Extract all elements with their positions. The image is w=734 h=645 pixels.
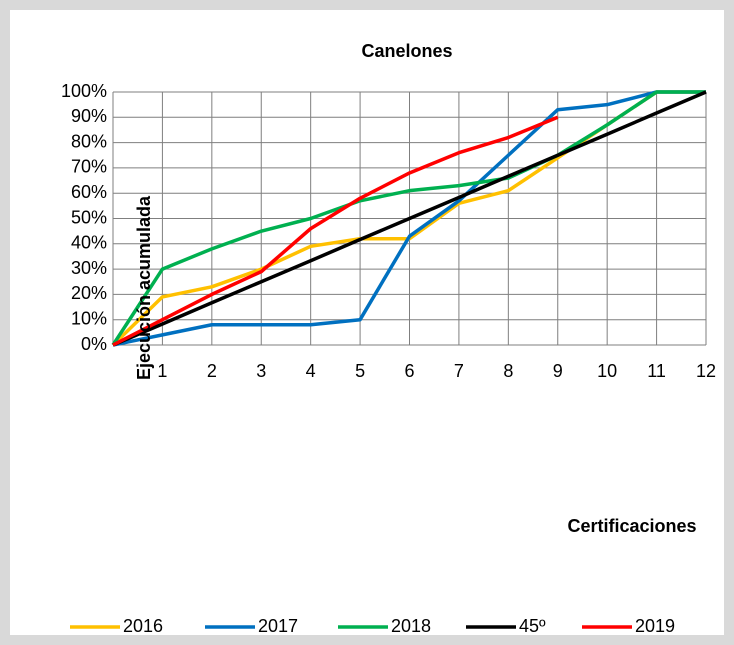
y-tick-label: 20% [71, 283, 107, 303]
y-tick-label: 40% [71, 233, 107, 253]
x-tick-label: 5 [355, 361, 365, 381]
y-tick-label: 60% [71, 182, 107, 202]
y-tick-label: 80% [71, 131, 107, 151]
series-line [112, 90, 706, 347]
x-tick-label: 4 [306, 361, 316, 381]
y-tick-label: 50% [71, 207, 107, 227]
y-tick-label: 90% [71, 106, 107, 126]
x-tick-label: 2 [207, 361, 217, 381]
legend-label: 2018 [391, 616, 431, 636]
x-tick-label: 11 [647, 361, 666, 381]
y-tick-label: 100% [61, 81, 107, 101]
series-line [112, 90, 707, 347]
y-tick-label: 10% [71, 308, 107, 328]
legend-label: 2017 [258, 616, 298, 636]
legend-label: 2019 [635, 616, 675, 636]
x-tick-label: 8 [503, 361, 513, 381]
series-line [112, 115, 559, 347]
x-axis-label: Certificaciones [567, 516, 696, 536]
x-tick-label: 9 [553, 361, 563, 381]
legend-label: 45º [519, 616, 546, 636]
legend-label: 2016 [123, 616, 163, 636]
series-line [111, 90, 706, 346]
y-tick-label: 70% [71, 157, 107, 177]
chart-title: Canelones [361, 41, 452, 61]
x-tick-label: 3 [256, 361, 266, 381]
y-tick-label: 0% [81, 334, 107, 354]
y-tick-label: 30% [71, 258, 107, 278]
plot: 0%10%20%30%40%50%60%70%80%90%100%1 2 3 4 5 6 7… [61, 81, 716, 636]
x-tick-label: 6 [404, 361, 414, 381]
x-tick-label: 7 [454, 361, 464, 381]
x-tick-label: 1 [157, 361, 167, 381]
y-axis-label: Ejecución acumulada [134, 195, 154, 380]
x-tick-label: 12 [696, 361, 716, 381]
x-tick-label: 10 [597, 361, 617, 381]
